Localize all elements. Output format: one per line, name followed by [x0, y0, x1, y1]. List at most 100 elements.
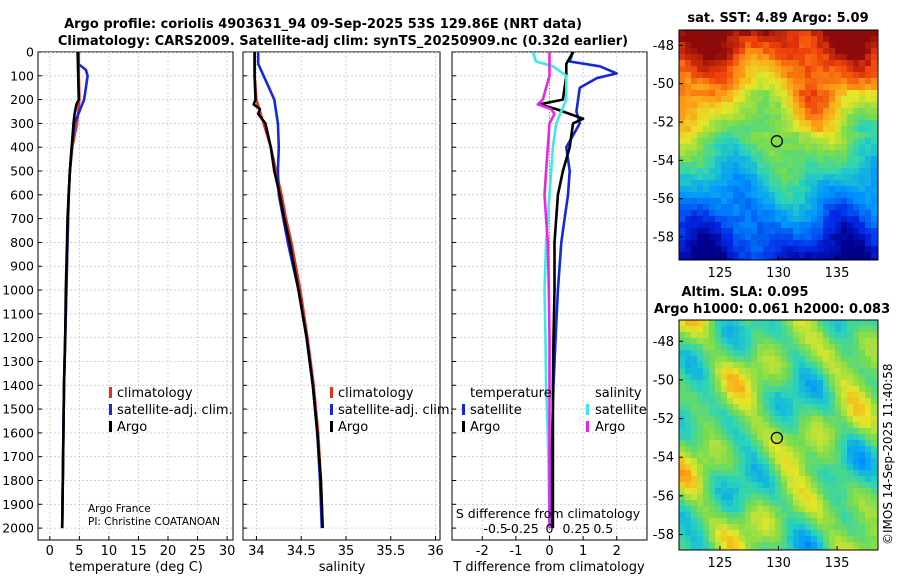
map-cell: [715, 362, 722, 369]
map-cell: [715, 440, 722, 447]
map-cell: [811, 506, 818, 513]
map-cell: [847, 138, 854, 145]
map-cell: [841, 500, 848, 507]
map-cell: [853, 392, 860, 399]
map-cell: [721, 162, 728, 169]
map-cell: [781, 422, 788, 429]
map-cell: [799, 512, 806, 519]
map-cell: [769, 458, 776, 465]
map-cell: [715, 458, 722, 465]
map-cell: [769, 338, 776, 345]
map-cell: [763, 174, 770, 181]
map-cell: [805, 66, 812, 73]
map-cell: [811, 332, 818, 339]
map-cell: [835, 186, 842, 193]
map-cell: [811, 452, 818, 459]
map-cell: [739, 180, 746, 187]
map-cell: [871, 380, 878, 387]
map-cell: [745, 144, 752, 151]
temperature-grid: [38, 52, 233, 540]
map-cell: [787, 530, 794, 537]
map-cell: [853, 90, 860, 97]
map-cell: [727, 320, 734, 327]
map-cell: [817, 192, 824, 199]
map-cell: [709, 398, 716, 405]
map-cell: [859, 186, 866, 193]
map-cell: [721, 530, 728, 537]
map-cell: [829, 404, 836, 411]
map-cell: [685, 138, 692, 145]
map-cell: [739, 222, 746, 229]
map-cell: [799, 332, 806, 339]
credit-line1: Argo France: [88, 503, 151, 515]
map-cell: [721, 380, 728, 387]
map-cell: [787, 198, 794, 205]
map-cell: [739, 246, 746, 253]
map-cell: [715, 240, 722, 247]
map-cell: [679, 386, 686, 393]
map-cell: [835, 120, 842, 127]
map-cell: [799, 464, 806, 471]
map-cell: [841, 168, 848, 175]
map-cell: [727, 422, 734, 429]
map-cell: [853, 452, 860, 459]
map-cell: [751, 42, 758, 49]
map-cell: [841, 138, 848, 145]
map-cell: [841, 66, 848, 73]
map-cell: [829, 30, 836, 37]
map-cell: [745, 156, 752, 163]
map-cell: [727, 48, 734, 55]
map-cell: [835, 380, 842, 387]
map-cell: [697, 476, 704, 483]
map-cell: [799, 458, 806, 465]
map-cell: [799, 36, 806, 43]
map-cell: [793, 416, 800, 423]
map-cell: [835, 374, 842, 381]
map-cell: [763, 392, 770, 399]
map-cell: [835, 72, 842, 79]
map-cell: [727, 186, 734, 193]
map-cell: [805, 162, 812, 169]
y-tick-label: 700: [10, 211, 34, 226]
map-cell: [739, 90, 746, 97]
map-cell: [871, 120, 878, 127]
map-cell: [853, 120, 860, 127]
map-cell: [841, 536, 848, 543]
map-cell: [751, 150, 758, 157]
map-cell: [745, 512, 752, 519]
map-cell: [799, 96, 806, 103]
map-cell: [823, 548, 830, 550]
map-cell: [739, 542, 746, 549]
map-cell: [685, 482, 692, 489]
map-cell: [793, 476, 800, 483]
map-cell: [829, 362, 836, 369]
map-cell: [823, 30, 830, 37]
map-cell: [691, 518, 698, 525]
map-cell: [799, 108, 806, 115]
map-cell: [817, 398, 824, 405]
legend-label-satellite: satellite-adj. clim.: [338, 403, 454, 418]
map-cell: [691, 228, 698, 235]
y-tick-label: 1500: [2, 402, 34, 417]
map-cell: [763, 102, 770, 109]
map-cell: [859, 374, 866, 381]
map-cell: [751, 186, 758, 193]
map-cell: [763, 548, 770, 550]
map-cell: [775, 470, 782, 477]
map-cell: [805, 126, 812, 133]
map-cell: [841, 524, 848, 531]
map-cell: [763, 192, 770, 199]
map-cell: [733, 30, 740, 37]
map-cell: [829, 416, 836, 423]
map-cell: [865, 506, 872, 513]
map-cell: [739, 48, 746, 55]
map-cell: [787, 246, 794, 253]
map-cell: [775, 42, 782, 49]
map-cell: [805, 72, 812, 79]
map-cell: [763, 458, 770, 465]
map-cell: [829, 240, 836, 247]
map-cell: [715, 210, 722, 217]
map-cell: [709, 488, 716, 495]
map-cell: [859, 168, 866, 175]
map-cell: [691, 54, 698, 61]
